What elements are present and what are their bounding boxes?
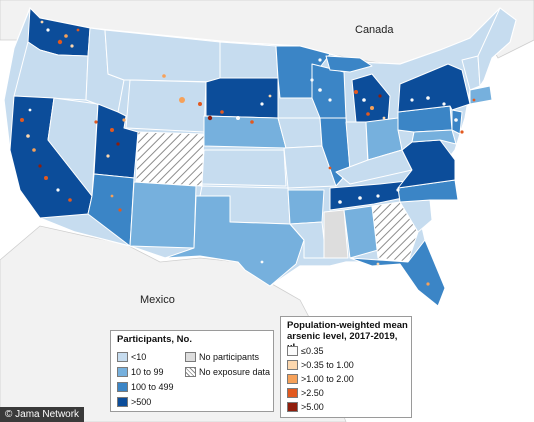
state-new-york [397, 63, 471, 113]
legend-item-lt10: <10 [117, 351, 146, 362]
state-michigan-up [325, 55, 373, 73]
participants-legend-title: Participants, No. [117, 334, 192, 345]
arsenic-legend-title-1: Population-weighted mean [287, 320, 408, 331]
arsenic-legend: Population-weighted mean arsenic level, … [280, 316, 412, 418]
state-north-dakota [219, 41, 279, 79]
state-florida [349, 239, 446, 307]
state-arkansas [287, 189, 325, 225]
legend-swatch-no-exposure [185, 366, 196, 377]
state-massachusetts-ct-ri [469, 85, 493, 105]
legend-item-no-exposure: No exposure data [185, 366, 270, 377]
state-maryland-delaware [411, 129, 457, 145]
image-credit: © Jama Network [0, 407, 85, 422]
legend-item-as-gt5: >5.00 [287, 401, 324, 412]
legend-item-10-99: 10 to 99 [117, 366, 164, 377]
legend-swatch-as-le035 [287, 345, 298, 356]
state-colorado [135, 131, 205, 187]
state-wyoming [125, 79, 207, 133]
state-mississippi [323, 209, 349, 259]
arsenic-counties [20, 20, 476, 286]
state-new-jersey [451, 109, 463, 135]
legend-item-as-le035: ≤0.35 [287, 345, 323, 356]
state-georgia [371, 201, 419, 263]
legend-swatch-gt500 [117, 396, 128, 407]
legend-item-as-1-2: >1.00 to 2.00 [287, 373, 354, 384]
legend-item-no-participants: No participants [185, 351, 259, 362]
legend-swatch-as-1-2 [287, 373, 298, 384]
state-south-dakota [205, 77, 279, 119]
state-new-mexico [129, 181, 197, 249]
state-arizona [87, 173, 135, 247]
legend-item-as-035-1: >0.35 to 1.00 [287, 359, 354, 370]
legend-swatch-as-gt5 [287, 401, 298, 412]
state-iowa [277, 117, 323, 149]
legend-swatch-no-participants [185, 351, 196, 362]
legend-item-as-gt25: >2.50 [287, 387, 324, 398]
canada-label: Canada [355, 24, 394, 36]
legend-swatch-as-035-1 [287, 359, 298, 370]
state-nebraska [203, 115, 287, 149]
legend-swatch-100-499 [117, 381, 128, 392]
legend-swatch-as-gt25 [287, 387, 298, 398]
legend-swatch-10-99 [117, 366, 128, 377]
state-texas [164, 195, 305, 287]
mexico-label: Mexico [140, 294, 175, 306]
state-maine [477, 7, 517, 87]
legend-item-100-499: 100 to 499 [117, 381, 174, 392]
legend-swatch-lt10 [117, 351, 128, 362]
participants-legend: Participants, No. <10 10 to 99 100 to 49… [110, 330, 274, 412]
state-kansas [201, 149, 287, 187]
state-wisconsin [311, 63, 347, 119]
state-michigan [351, 73, 391, 123]
legend-item-gt500: >500 [117, 396, 151, 407]
